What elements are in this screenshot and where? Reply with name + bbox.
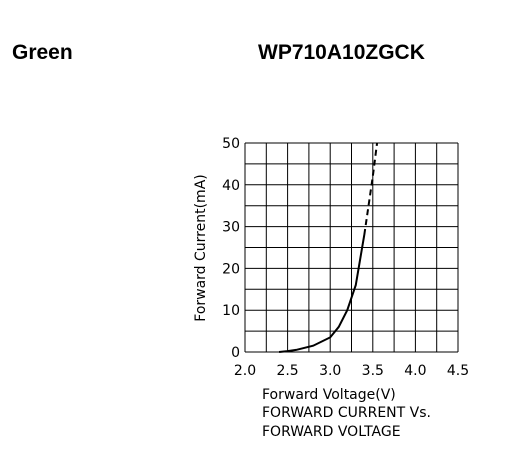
x-tick-label: 4.5 <box>447 363 469 379</box>
caption: FORWARD CURRENT Vs. <box>262 405 431 421</box>
part-number: WP710A10ZGCK <box>258 41 425 64</box>
x-tick-label: 3.5 <box>362 363 384 379</box>
x-tick-label: 3.0 <box>319 363 341 379</box>
caption: FORWARD VOLTAGE <box>262 424 401 440</box>
x-tick-label: 2.0 <box>234 363 256 379</box>
x-tick-label: 4.0 <box>404 363 426 379</box>
y-tick-label: 40 <box>222 178 240 194</box>
x-axis-label: Forward Voltage(V) <box>262 387 396 403</box>
x-tick-label: 2.5 <box>276 363 298 379</box>
y-tick-label: 50 <box>222 136 240 152</box>
y-tick-label: 20 <box>222 261 240 277</box>
curve <box>278 234 366 353</box>
y-tick-label: 10 <box>222 303 240 319</box>
curve <box>363 142 379 236</box>
color-name: Green <box>12 41 73 64</box>
y-tick-label: 30 <box>222 220 240 236</box>
y-tick-label: 0 <box>231 345 240 361</box>
y-axis-label: Forward Current(mA) <box>193 174 209 321</box>
